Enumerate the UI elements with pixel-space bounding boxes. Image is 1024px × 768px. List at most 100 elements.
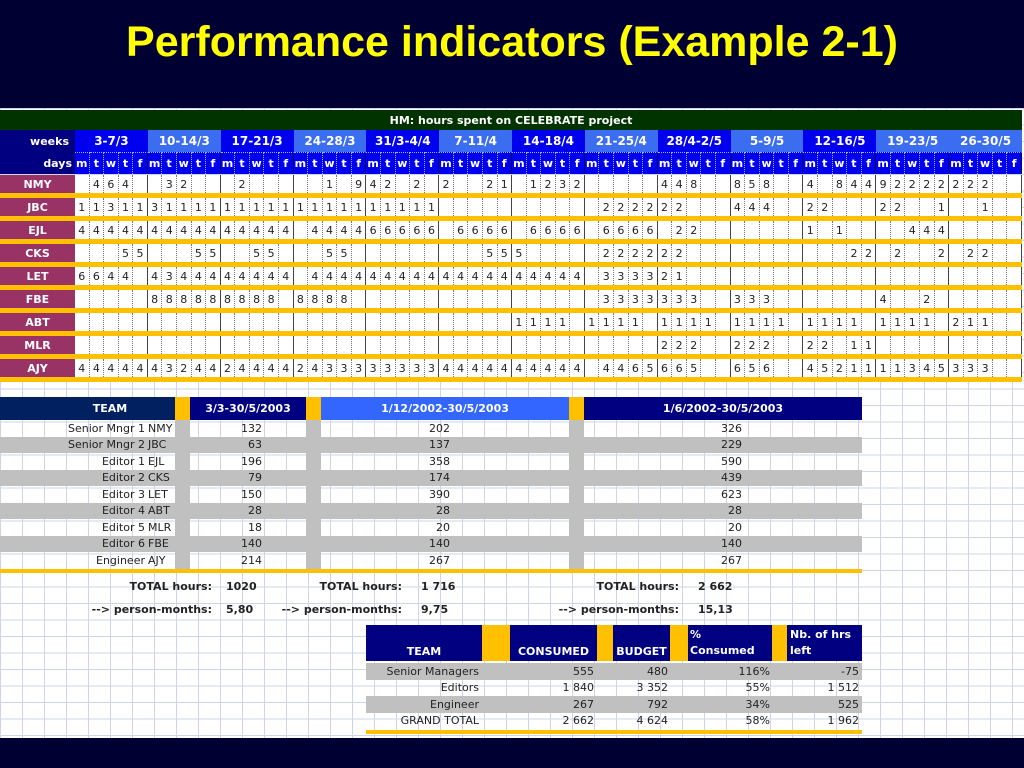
hour-cell[interactable]: 2: [730, 336, 746, 354]
hour-cell[interactable]: [482, 336, 498, 354]
hour-cell[interactable]: [104, 313, 119, 331]
hour-cell[interactable]: 4: [308, 221, 323, 239]
hour-cell[interactable]: [788, 290, 804, 308]
hour-cell[interactable]: 4: [337, 221, 352, 239]
hour-cell[interactable]: [934, 290, 950, 308]
hour-cell[interactable]: [410, 336, 425, 354]
hour-cell[interactable]: 2: [686, 221, 702, 239]
hour-cell[interactable]: [1007, 336, 1022, 354]
hour-cell[interactable]: [818, 244, 833, 262]
hour-cell[interactable]: [220, 336, 236, 354]
hour-cell[interactable]: 3: [905, 359, 920, 377]
hour-cell[interactable]: 3: [599, 290, 615, 308]
hour-cell[interactable]: 2: [920, 175, 935, 193]
hour-cell[interactable]: [949, 198, 964, 216]
hour-cell[interactable]: 6: [599, 221, 615, 239]
hour-cell[interactable]: [512, 336, 527, 354]
hour-cell[interactable]: 5: [745, 175, 760, 193]
hour-cell[interactable]: [861, 290, 877, 308]
hour-cell[interactable]: [380, 336, 396, 354]
hour-cell[interactable]: [410, 290, 425, 308]
hour-cell[interactable]: 1: [395, 198, 411, 216]
hour-cell[interactable]: 6: [628, 359, 644, 377]
hour-cell[interactable]: 4: [920, 359, 935, 377]
hour-cell[interactable]: [745, 244, 760, 262]
hour-cell[interactable]: [220, 175, 236, 193]
hour-cell[interactable]: [264, 336, 279, 354]
hour-cell[interactable]: 1: [191, 198, 207, 216]
hour-cell[interactable]: [803, 244, 819, 262]
hour-cell[interactable]: 8: [220, 290, 236, 308]
hour-cell[interactable]: [89, 290, 105, 308]
hour-cell[interactable]: 4: [249, 267, 265, 285]
hour-cell[interactable]: 5: [934, 359, 950, 377]
hour-cell[interactable]: [584, 175, 600, 193]
hour-cell[interactable]: [162, 313, 177, 331]
hour-cell[interactable]: [555, 198, 571, 216]
hour-cell[interactable]: 4: [482, 267, 498, 285]
hour-cell[interactable]: 8: [176, 290, 192, 308]
hour-cell[interactable]: [978, 267, 993, 285]
hour-cell[interactable]: 4: [395, 267, 411, 285]
hour-cell[interactable]: 4: [541, 359, 556, 377]
hour-cell[interactable]: [278, 336, 294, 354]
hour-cell[interactable]: [235, 313, 250, 331]
hour-cell[interactable]: [818, 175, 833, 193]
hour-cell[interactable]: 5: [337, 244, 352, 262]
hour-cell[interactable]: 4: [118, 359, 134, 377]
hour-cell[interactable]: 3: [599, 267, 615, 285]
hour-cell[interactable]: [876, 244, 891, 262]
hour-cell[interactable]: [963, 267, 979, 285]
hour-cell[interactable]: [439, 198, 454, 216]
hour-cell[interactable]: [745, 221, 760, 239]
hour-cell[interactable]: 4: [570, 359, 585, 377]
hour-cell[interactable]: 2: [599, 198, 615, 216]
hour-cell[interactable]: [308, 313, 323, 331]
hour-cell[interactable]: [1007, 359, 1022, 377]
hour-cell[interactable]: [1007, 244, 1022, 262]
hour-cell[interactable]: 3: [949, 359, 964, 377]
hour-cell[interactable]: 8: [322, 290, 338, 308]
hour-cell[interactable]: [701, 336, 717, 354]
hour-cell[interactable]: 1: [410, 198, 425, 216]
hour-cell[interactable]: [686, 267, 702, 285]
hour-cell[interactable]: [788, 244, 804, 262]
hour-cell[interactable]: 4: [264, 221, 279, 239]
hour-cell[interactable]: [191, 175, 207, 193]
hour-cell[interactable]: 3: [410, 359, 425, 377]
hour-cell[interactable]: 1: [890, 313, 906, 331]
hour-cell[interactable]: 8: [686, 175, 702, 193]
hour-cell[interactable]: 2: [934, 244, 950, 262]
hour-cell[interactable]: 3: [978, 359, 993, 377]
hour-cell[interactable]: 8: [162, 290, 177, 308]
hour-cell[interactable]: 4: [526, 267, 542, 285]
hour-cell[interactable]: 2: [657, 244, 673, 262]
hour-cell[interactable]: [570, 313, 585, 331]
hour-cell[interactable]: [861, 221, 877, 239]
hour-cell[interactable]: 2: [978, 175, 993, 193]
hour-cell[interactable]: [643, 313, 658, 331]
hour-cell[interactable]: [468, 175, 483, 193]
hour-cell[interactable]: 6: [89, 267, 105, 285]
hour-cell[interactable]: [978, 290, 993, 308]
hour-cell[interactable]: [1007, 267, 1022, 285]
hour-cell[interactable]: [832, 267, 848, 285]
hour-cell[interactable]: [701, 267, 717, 285]
hour-cell[interactable]: [992, 221, 1008, 239]
hour-cell[interactable]: 6: [628, 221, 644, 239]
hour-cell[interactable]: [905, 198, 920, 216]
hour-cell[interactable]: 4: [482, 359, 498, 377]
hour-cell[interactable]: [788, 221, 804, 239]
hour-cell[interactable]: [876, 336, 891, 354]
hour-cell[interactable]: [526, 290, 542, 308]
hour-cell[interactable]: 3: [104, 198, 119, 216]
hour-cell[interactable]: 1: [75, 198, 90, 216]
hour-cell[interactable]: 2: [686, 336, 702, 354]
hour-cell[interactable]: 4: [147, 359, 163, 377]
hour-cell[interactable]: 2: [482, 175, 498, 193]
hour-cell[interactable]: 1: [832, 313, 848, 331]
hour-cell[interactable]: 1: [424, 198, 440, 216]
hour-cell[interactable]: [206, 313, 221, 331]
hour-cell[interactable]: 4: [526, 359, 542, 377]
hour-cell[interactable]: [147, 244, 163, 262]
